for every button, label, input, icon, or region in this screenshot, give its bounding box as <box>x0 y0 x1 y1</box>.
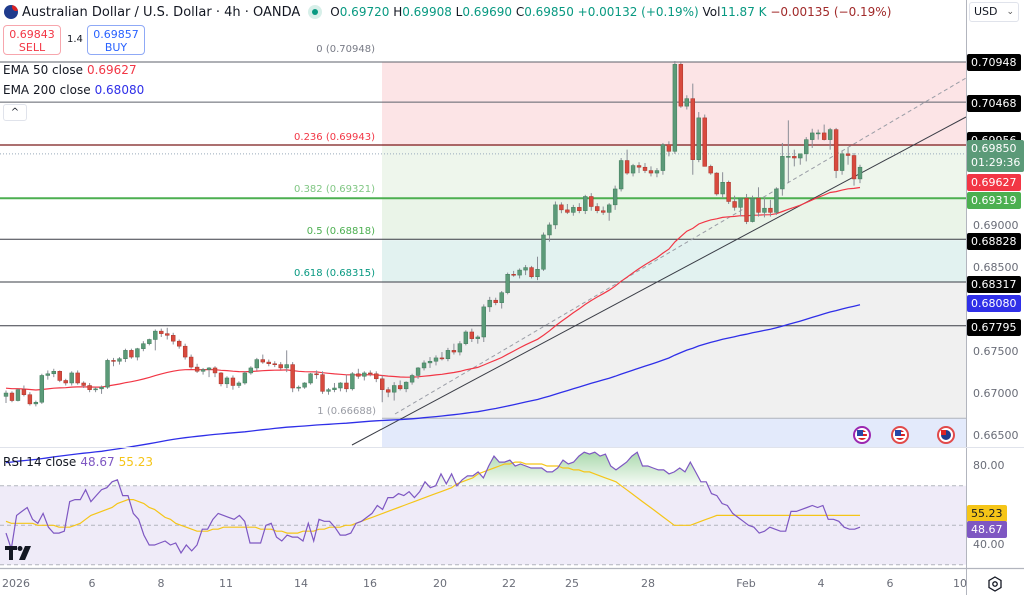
high-label: H <box>393 5 403 19</box>
price-axis-tick: 0.67000 <box>973 387 1019 400</box>
currency-value: USD <box>974 5 998 18</box>
change-value: +0.00132 (+0.19%) <box>577 5 699 19</box>
buy-price: 0.69857 <box>93 28 139 41</box>
rsi-legend[interactable]: RSI 14 close 48.67 55.23 <box>3 455 153 469</box>
price-axis-tag: 0.69319 <box>967 192 1021 209</box>
price-axis-tag: 0.68828 <box>967 233 1021 250</box>
price-axis-tag: 0.68080 <box>967 295 1021 312</box>
volume-label: Vol <box>702 5 721 19</box>
chevron-down-icon: ⌄ <box>1006 7 1014 17</box>
rsi-axis-tag: 48.67 <box>967 521 1007 538</box>
ema-lines <box>5 186 861 464</box>
trend-lines[interactable] <box>351 77 967 446</box>
ema50-legend[interactable]: EMA 50 close 0.69627 <box>3 63 137 77</box>
low-label: L <box>455 5 463 19</box>
time-axis-tick: 6 <box>886 577 894 590</box>
fib-level-label: 0 (0.70948) <box>316 44 375 55</box>
aud-usd-flag-icon <box>4 5 18 19</box>
symbol-title[interactable]: Australian Dollar / U.S. Dollar · 4h · O… <box>22 4 301 20</box>
open-label: O <box>330 5 340 19</box>
ema200-legend[interactable]: EMA 200 close 0.68080 <box>3 83 144 97</box>
volume-change: −0.00135 (−0.19%) <box>770 5 892 19</box>
rsi-axis-tag: 55.23 <box>967 505 1007 522</box>
time-axis-tick: 10 <box>953 577 967 590</box>
tradingview-logo-icon[interactable] <box>5 545 35 564</box>
fib-level-label: 0.382 (0.69321) <box>294 184 375 196</box>
sell-label: SELL <box>18 41 46 54</box>
price-axis-tick: 0.69000 <box>973 219 1019 232</box>
us-economic-event-icon[interactable] <box>891 426 909 444</box>
chevron-up-icon: ^ <box>10 107 20 118</box>
time-axis-tick: 6 <box>88 577 96 590</box>
sell-button[interactable]: 0.69843 SELL <box>3 25 61 55</box>
close-label: C <box>515 5 525 19</box>
ema200-label: EMA 200 close <box>3 83 91 97</box>
time-axis-tick: 20 <box>433 577 447 590</box>
open-value: 0.69720 <box>339 5 390 19</box>
time-axis-tick: 25 <box>565 577 579 590</box>
market-open-dot-icon <box>308 5 323 19</box>
price-axis-tick: 0.67500 <box>973 345 1019 358</box>
volume-value: 11.87 K <box>720 5 767 19</box>
currency-dropdown[interactable]: USD ⌄ <box>969 2 1019 22</box>
fib-level-label: 0.5 (0.68818) <box>306 226 375 238</box>
ema50-value: 0.69627 <box>86 63 137 77</box>
ema50-label: EMA 50 close <box>3 63 83 77</box>
time-axis-tick: 28 <box>641 577 655 590</box>
ema200-value: 0.68080 <box>94 83 145 97</box>
candlestick-series <box>3 60 863 407</box>
price-axis-tag: 0.69627 <box>967 174 1021 191</box>
time-axis-tick: 16 <box>363 577 377 590</box>
ohlc-values: O0.69720 H0.69908 L0.69690 C0.69850 +0.0… <box>330 5 891 19</box>
time-axis-tick: 4 <box>817 577 825 590</box>
chart-header: Australian Dollar / U.S. Dollar · 4h · O… <box>4 3 891 21</box>
buy-label: BUY <box>104 41 128 54</box>
fib-level-label: 0.236 (0.69943) <box>294 132 375 144</box>
price-axis-tag: 0.70468 <box>967 95 1021 112</box>
rsi-label: RSI 14 close <box>3 455 77 469</box>
collapse-legend-button[interactable]: ^ <box>3 104 27 121</box>
price-axis-tag: 0.67795 <box>967 319 1021 336</box>
sell-price: 0.69843 <box>9 28 55 41</box>
time-axis-tick: 11 <box>219 577 233 590</box>
last-price-tag: 0.69850 01:29:36 <box>967 140 1024 172</box>
price-axis-tag: 0.68317 <box>967 276 1021 293</box>
fib-level-label: 1 (0.66688) <box>317 406 376 418</box>
low-value: 0.69690 <box>462 5 512 19</box>
spread-value: 1.4 <box>67 34 83 45</box>
gear-icon[interactable] <box>986 575 1004 593</box>
au-economic-event-icon[interactable] <box>937 426 955 444</box>
bar-countdown: 01:29:36 <box>971 156 1021 169</box>
time-axis-tick: Feb <box>736 577 756 590</box>
rsi-axis-tick: 40.00 <box>973 538 1005 551</box>
rsi-value: 48.67 <box>80 455 115 469</box>
close-value: 0.69850 <box>524 5 574 19</box>
fib-level-label: 0.618 (0.68315) <box>294 268 375 280</box>
time-axis-tick: 8 <box>157 577 165 590</box>
high-value: 0.69908 <box>402 5 452 19</box>
price-axis-tag: 0.70948 <box>967 54 1021 71</box>
rsi-ma-value: 55.23 <box>118 455 154 469</box>
rsi-panel <box>0 451 966 566</box>
price-axis-tick: 0.68500 <box>973 261 1019 274</box>
time-axis-tick: 2026 <box>2 577 30 590</box>
buy-button[interactable]: 0.69857 BUY <box>87 25 145 55</box>
rsi-axis-tick: 80.00 <box>973 459 1005 472</box>
price-axis-tick: 0.66500 <box>973 429 1019 442</box>
time-axis-tick: 14 <box>294 577 308 590</box>
time-axis-tick: 22 <box>502 577 516 590</box>
us-economic-event-icon[interactable] <box>853 426 871 444</box>
